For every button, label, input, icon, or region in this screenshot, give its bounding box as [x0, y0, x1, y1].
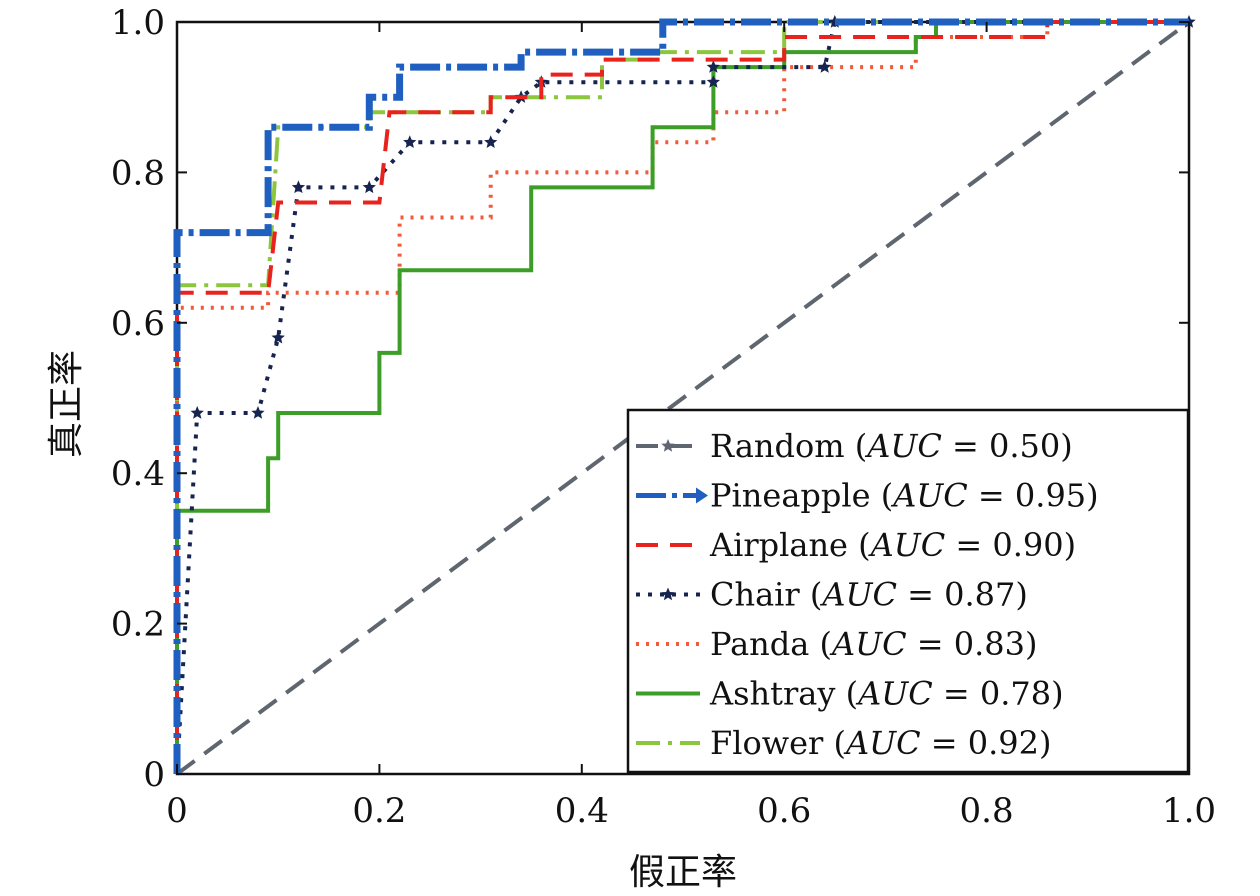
legend-label-airplane: Airplane (AUC = 0.90)	[709, 526, 1076, 564]
series-point-chair	[190, 406, 204, 419]
legend-box	[626, 408, 1190, 774]
legend-marker-chair	[661, 587, 675, 601]
x-tick-label: 0.2	[352, 791, 406, 831]
x-axis-label: 假正率	[629, 852, 737, 893]
series-point-chair	[251, 406, 265, 419]
legend-marker-random	[661, 439, 675, 452]
y-tick-label: 0	[143, 755, 165, 795]
series-line-ashtray	[175, 20, 1189, 774]
series-point-chair	[706, 60, 720, 73]
y-tick-label: 0.8	[111, 153, 165, 193]
series-point-chair	[403, 135, 417, 148]
x-tick-label: 0.4	[555, 791, 609, 831]
series-line-random	[175, 20, 1191, 776]
legend-label-panda: Panda (AUC = 0.83)	[710, 625, 1037, 663]
series-layer	[173, 15, 1196, 776]
series-line-pineapple	[173, 18, 1189, 774]
y-tick-label: 0.6	[111, 304, 165, 344]
legend: Random (AUC = 0.50) Pineapple (AUC = 0.95…	[626, 408, 1190, 774]
series-point-chair	[291, 180, 306, 194]
series-point-chair	[818, 60, 832, 73]
x-tick-label: 0.8	[960, 791, 1014, 831]
y-tick-label: 1.0	[111, 3, 165, 43]
legend-marker-pineapple	[696, 487, 708, 504]
legend-label-flower: Flower (AUC = 0.92)	[710, 724, 1051, 762]
series-line-panda	[175, 20, 1189, 774]
legend-label-random: Random (AUC = 0.50)	[710, 427, 1073, 465]
series-point-chair	[271, 330, 285, 344]
legend-label-ashtray: Ashtray (AUC = 0.78)	[709, 675, 1064, 713]
series-point-chair	[362, 180, 376, 194]
legend-label-chair: Chair (AUC = 0.87)	[710, 576, 1028, 614]
series-point-chair	[484, 135, 498, 148]
series-point-chair	[706, 75, 720, 88]
y-tick-label: 0.2	[111, 605, 165, 645]
y-axis-label: 真正率	[46, 350, 87, 458]
y-tick-label: 0.4	[111, 454, 165, 494]
series-line-airplane	[175, 20, 1189, 774]
x-tick-label: 1.0	[1162, 791, 1216, 831]
ticks-layer: 00 0.2 0.2 0.4 0.4 0.6 0.6 0.8 0.8 1.0 1.0	[111, 3, 1216, 831]
legend-label-pineapple: Pineapple (AUC = 0.95)	[710, 477, 1099, 515]
x-tick-label: 0.6	[757, 791, 811, 831]
x-tick-label: 0	[166, 791, 188, 831]
